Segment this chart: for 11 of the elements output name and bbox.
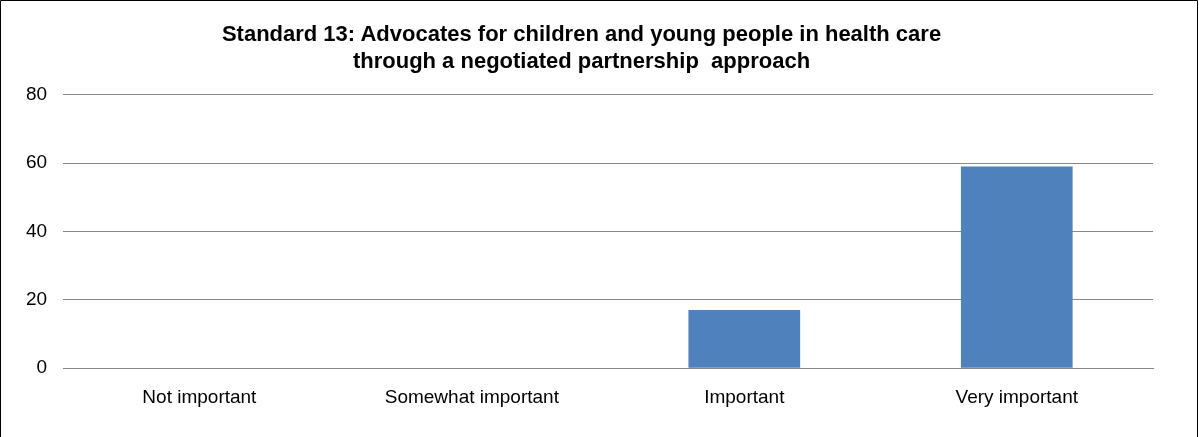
y-tick-label: 0 — [36, 356, 48, 378]
x-tick-label: Somewhat important — [384, 385, 560, 407]
y-tick-label: 40 — [25, 219, 48, 241]
y-tick-label: 60 — [25, 151, 48, 173]
y-tick-label: 20 — [25, 288, 48, 310]
x-tick-label: Very important — [955, 385, 1079, 407]
x-tick-label: Not important — [142, 385, 258, 407]
text: Standard 13: Advocates for children and young people in health care — [221, 21, 942, 47]
x-tick-label: Important — [704, 385, 786, 407]
y-tick-label: 80 — [25, 83, 48, 105]
text: through a negotiated partnership approach — [352, 47, 811, 73]
